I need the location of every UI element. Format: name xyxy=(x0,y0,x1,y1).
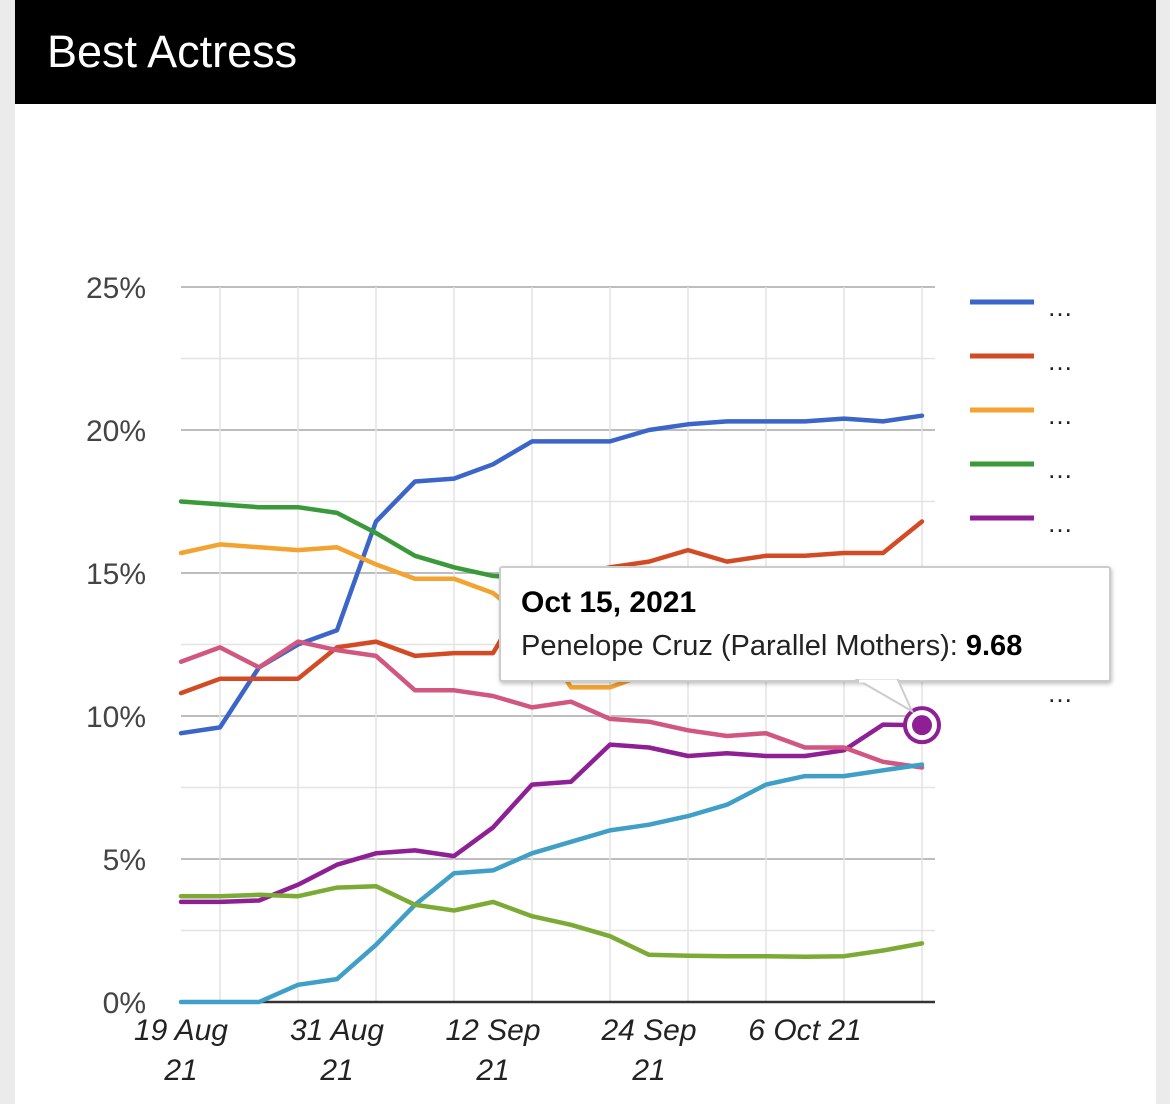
page-title: Best Actress xyxy=(47,26,298,77)
series-line-6 xyxy=(178,639,925,770)
x-tick-label: 21 xyxy=(319,1054,353,1087)
tooltip-date: Oct 15, 2021 xyxy=(521,586,697,619)
tooltip-line: Penelope Cruz (Parallel Mothers): 9.68 xyxy=(521,630,1022,663)
y-tick-label: 25% xyxy=(86,272,146,305)
tooltip-value: 9.68 xyxy=(965,630,1023,662)
x-tick-label: 6 Oct 21 xyxy=(748,1014,861,1047)
y-tick-label: 20% xyxy=(86,415,146,448)
legend-label: … xyxy=(1047,400,1073,430)
highlight-marker xyxy=(903,706,941,745)
title-bar: Best Actress xyxy=(15,0,1156,104)
x-tick-label: 21 xyxy=(163,1054,197,1087)
tooltip: Oct 15, 2021 Penelope Cruz (Parallel Mot… xyxy=(499,566,1111,682)
series-line-5 xyxy=(178,722,925,905)
legend-label: … xyxy=(1047,454,1073,484)
series-line-7 xyxy=(178,762,925,1005)
y-tick-label: 10% xyxy=(86,701,146,734)
x-tick-label: 31 Aug xyxy=(290,1014,384,1047)
y-tick-label: 15% xyxy=(86,558,146,591)
legend-label: … xyxy=(1047,508,1073,538)
highlight-dot xyxy=(912,715,932,736)
series-lines xyxy=(178,413,925,1005)
axes: 0% 5% 10% 15% 20% 25% 19 Aug 21 31 Aug 21 12 Sep 21… xyxy=(86,272,935,1087)
x-tick-label: 24 Sep xyxy=(600,1014,696,1047)
tooltip-label: Penelope Cruz (Parallel Mothers): xyxy=(521,630,958,662)
x-tick-label: 21 xyxy=(631,1054,665,1087)
legend: … … … … … … xyxy=(970,292,1073,708)
x-tick-label: 21 xyxy=(475,1054,509,1087)
y-tick-label: 5% xyxy=(103,844,146,877)
legend-label: … xyxy=(1047,346,1073,376)
x-tick-label: 19 Aug xyxy=(134,1014,228,1047)
legend-label: … xyxy=(1047,292,1073,322)
series-line-8 xyxy=(178,883,925,960)
legend-label: … xyxy=(1047,678,1073,708)
y-tick-label: 0% xyxy=(103,987,146,1020)
chart-panel xyxy=(15,0,1156,1104)
x-tick-label: 12 Sep xyxy=(445,1014,540,1047)
